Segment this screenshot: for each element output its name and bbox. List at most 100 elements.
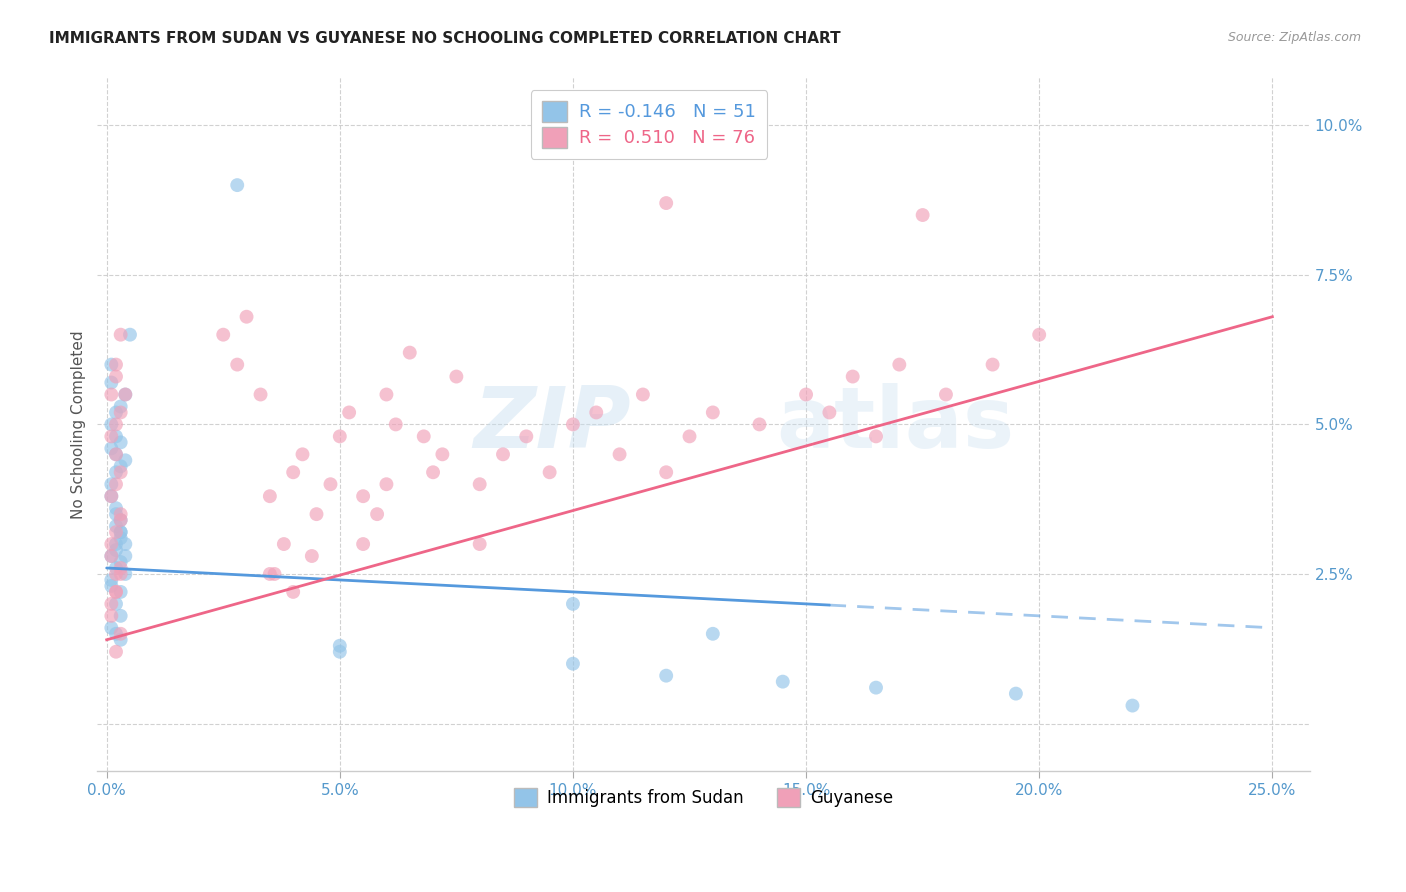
Point xyxy=(110,555,132,569)
Point xyxy=(100,442,122,456)
Point xyxy=(585,405,607,419)
Point xyxy=(110,435,132,450)
Point xyxy=(105,519,128,533)
Point xyxy=(375,387,398,401)
Point xyxy=(352,537,374,551)
Point xyxy=(772,674,794,689)
Point xyxy=(110,566,132,581)
Point xyxy=(226,358,249,372)
Point xyxy=(105,369,128,384)
Point xyxy=(748,417,770,432)
Point xyxy=(110,400,132,414)
Point xyxy=(110,513,132,527)
Point xyxy=(515,429,537,443)
Point xyxy=(100,549,122,563)
Point xyxy=(110,327,132,342)
Point xyxy=(105,525,128,540)
Point xyxy=(889,358,911,372)
Point xyxy=(114,566,136,581)
Point xyxy=(655,196,678,211)
Point xyxy=(105,566,128,581)
Point xyxy=(655,668,678,682)
Point xyxy=(384,417,406,432)
Point xyxy=(110,585,132,599)
Point xyxy=(105,358,128,372)
Legend: Immigrants from Sudan, Guyanese: Immigrants from Sudan, Guyanese xyxy=(505,780,901,815)
Point xyxy=(105,537,128,551)
Point xyxy=(105,645,128,659)
Point xyxy=(794,387,817,401)
Point xyxy=(305,507,328,521)
Point xyxy=(105,417,128,432)
Point xyxy=(105,543,128,558)
Point xyxy=(105,447,128,461)
Point xyxy=(114,549,136,563)
Point xyxy=(283,465,305,479)
Point xyxy=(105,477,128,491)
Point xyxy=(702,627,724,641)
Point xyxy=(110,525,132,540)
Point xyxy=(100,597,122,611)
Point xyxy=(235,310,257,324)
Point xyxy=(561,597,583,611)
Point xyxy=(100,477,122,491)
Point xyxy=(561,657,583,671)
Text: Source: ZipAtlas.com: Source: ZipAtlas.com xyxy=(1227,31,1361,45)
Point xyxy=(110,465,132,479)
Point xyxy=(114,453,136,467)
Text: IMMIGRANTS FROM SUDAN VS GUYANESE NO SCHOOLING COMPLETED CORRELATION CHART: IMMIGRANTS FROM SUDAN VS GUYANESE NO SCH… xyxy=(49,31,841,46)
Point xyxy=(100,429,122,443)
Point xyxy=(114,387,136,401)
Y-axis label: No Schooling Completed: No Schooling Completed xyxy=(72,330,86,519)
Point xyxy=(105,465,128,479)
Point xyxy=(110,627,132,641)
Point xyxy=(249,387,271,401)
Point xyxy=(291,447,314,461)
Point xyxy=(100,537,122,551)
Point xyxy=(110,459,132,474)
Point xyxy=(105,405,128,419)
Point xyxy=(841,369,863,384)
Point xyxy=(375,477,398,491)
Point xyxy=(105,561,128,575)
Point xyxy=(110,513,132,527)
Point xyxy=(118,327,141,342)
Point xyxy=(319,477,342,491)
Point xyxy=(366,507,388,521)
Point xyxy=(1005,687,1028,701)
Text: ZIP: ZIP xyxy=(474,383,631,466)
Point xyxy=(631,387,654,401)
Point xyxy=(329,429,352,443)
Point xyxy=(100,376,122,390)
Point xyxy=(114,537,136,551)
Point xyxy=(105,507,128,521)
Point xyxy=(100,358,122,372)
Point xyxy=(329,645,352,659)
Point xyxy=(492,447,515,461)
Point xyxy=(105,447,128,461)
Point xyxy=(259,566,281,581)
Point xyxy=(100,489,122,503)
Point xyxy=(609,447,631,461)
Point xyxy=(337,405,360,419)
Text: atlas: atlas xyxy=(776,383,1015,466)
Point xyxy=(432,447,454,461)
Point xyxy=(105,501,128,516)
Point xyxy=(110,561,132,575)
Point xyxy=(702,405,724,419)
Point xyxy=(110,507,132,521)
Point xyxy=(212,327,235,342)
Point xyxy=(105,597,128,611)
Point xyxy=(678,429,700,443)
Point xyxy=(100,417,122,432)
Point xyxy=(981,358,1004,372)
Point xyxy=(273,537,295,551)
Point xyxy=(283,585,305,599)
Point xyxy=(110,531,132,545)
Point xyxy=(105,585,128,599)
Point xyxy=(110,405,132,419)
Point xyxy=(538,465,561,479)
Point xyxy=(818,405,841,419)
Point xyxy=(105,585,128,599)
Point xyxy=(561,417,583,432)
